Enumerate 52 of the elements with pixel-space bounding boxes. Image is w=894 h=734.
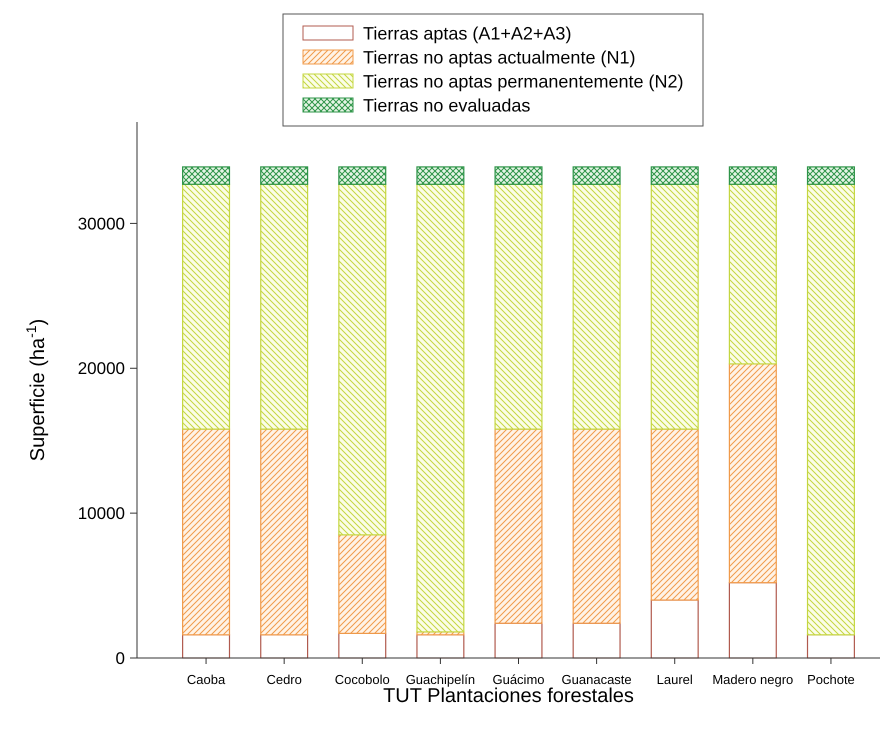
bar (728, 184, 777, 365)
bar (416, 184, 464, 633)
bar (416, 166, 464, 185)
bar (260, 184, 308, 430)
x-tick-label: Guanacaste (562, 672, 632, 687)
x-tick-label: Pochote (807, 672, 855, 687)
x-axis-title: TUT Plantaciones forestales (383, 685, 634, 707)
x-tick-label: Cedro (266, 672, 302, 687)
bar (806, 166, 855, 185)
bar (494, 166, 543, 185)
bar (260, 634, 308, 659)
legend-label: Tierras no evaluadas (363, 95, 530, 116)
x-tick-label: Caoba (186, 672, 226, 687)
x-tick-label: Guachipelín (406, 672, 476, 687)
y-tick-label: 10000 (78, 504, 125, 524)
bar (572, 622, 621, 659)
bar (494, 622, 543, 659)
y-tick-label: 30000 (78, 214, 125, 234)
x-tick-label: Laurel (656, 672, 693, 687)
bar (338, 166, 386, 185)
x-tick-label: Guácimo (492, 672, 545, 687)
bar (338, 534, 386, 634)
bar (182, 166, 230, 185)
bar (572, 166, 621, 185)
bar (806, 184, 855, 636)
bar (260, 428, 308, 636)
bar (182, 634, 230, 659)
legend-label: Tierras aptas (A1+A2+A3) (363, 23, 572, 44)
bar (338, 184, 386, 536)
y-tick-label: 20000 (78, 359, 125, 378)
y-tick-label: 0 (116, 648, 125, 668)
bar (182, 428, 230, 636)
bar (650, 166, 699, 185)
bar (650, 428, 699, 601)
bar (728, 582, 777, 659)
x-tick-label: Cocobolo (334, 672, 390, 687)
legend-label: Tierras no aptas actualmente (N1) (363, 47, 636, 68)
bar (338, 632, 386, 659)
bar (728, 363, 777, 584)
bar (650, 184, 699, 430)
bar (650, 599, 699, 659)
x-tick-label: Madero negro (712, 672, 794, 687)
bar (728, 166, 777, 185)
bar (260, 166, 308, 185)
bar (494, 428, 543, 624)
legend-label: Tierras no aptas permanentemente (N2) (363, 71, 684, 92)
bar (572, 428, 621, 624)
bar (572, 184, 621, 430)
bar (182, 184, 230, 430)
bar (494, 184, 543, 430)
bar (416, 634, 464, 659)
bar (806, 634, 855, 659)
